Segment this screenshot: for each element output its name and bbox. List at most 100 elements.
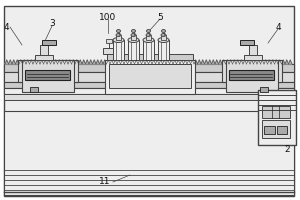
Polygon shape [54, 60, 58, 64]
Polygon shape [208, 60, 211, 64]
Bar [4, 111, 294, 196]
Polygon shape [180, 60, 184, 64]
Polygon shape [257, 60, 260, 64]
Polygon shape [264, 60, 268, 64]
Polygon shape [8, 60, 12, 64]
Polygon shape [278, 60, 281, 64]
Ellipse shape [128, 38, 139, 43]
Polygon shape [113, 60, 117, 64]
Polygon shape [176, 60, 180, 64]
Polygon shape [148, 60, 152, 64]
Text: 4: 4 [275, 22, 281, 31]
Bar [258, 90, 296, 145]
Bar [4, 64, 294, 72]
Ellipse shape [161, 33, 166, 36]
Polygon shape [85, 60, 89, 64]
Bar [277, 126, 287, 134]
Polygon shape [218, 60, 222, 64]
Bar [262, 120, 290, 138]
Polygon shape [169, 60, 173, 64]
Polygon shape [289, 60, 292, 64]
Polygon shape [26, 60, 29, 64]
Polygon shape [155, 60, 159, 64]
Ellipse shape [143, 38, 154, 43]
Bar [4, 82, 294, 88]
Polygon shape [131, 60, 134, 64]
Polygon shape [260, 60, 264, 64]
Bar [262, 106, 290, 118]
Bar [105, 60, 195, 94]
Polygon shape [44, 60, 47, 64]
Bar [161, 35, 166, 40]
Bar [116, 35, 121, 40]
Bar [131, 35, 136, 40]
Bar [109, 64, 191, 88]
Polygon shape [89, 60, 92, 64]
Ellipse shape [116, 33, 121, 36]
Bar [128, 40, 139, 60]
Polygon shape [71, 60, 75, 64]
Polygon shape [61, 60, 64, 64]
Bar [25, 70, 70, 80]
Polygon shape [40, 60, 44, 64]
Polygon shape [205, 60, 208, 64]
Polygon shape [19, 60, 22, 64]
Polygon shape [159, 60, 163, 64]
Polygon shape [92, 60, 96, 64]
Bar [113, 40, 124, 60]
Polygon shape [29, 60, 33, 64]
Bar [106, 39, 112, 43]
Polygon shape [173, 60, 176, 64]
Polygon shape [5, 60, 8, 64]
Polygon shape [254, 60, 257, 64]
Bar [4, 94, 294, 100]
Polygon shape [79, 60, 82, 64]
Polygon shape [268, 60, 271, 64]
Polygon shape [226, 60, 229, 64]
Polygon shape [64, 60, 68, 64]
Polygon shape [100, 60, 103, 64]
Bar [222, 60, 282, 82]
Ellipse shape [113, 38, 124, 43]
Bar [143, 40, 154, 60]
Ellipse shape [158, 38, 169, 43]
Polygon shape [16, 60, 19, 64]
Ellipse shape [146, 33, 151, 36]
Polygon shape [152, 60, 155, 64]
Bar [30, 87, 38, 92]
Polygon shape [117, 60, 121, 64]
Polygon shape [106, 60, 110, 64]
Text: 5: 5 [157, 12, 163, 21]
Polygon shape [190, 60, 194, 64]
Polygon shape [96, 60, 100, 64]
Polygon shape [75, 60, 79, 64]
Polygon shape [187, 60, 190, 64]
Polygon shape [239, 60, 243, 64]
Ellipse shape [116, 29, 121, 32]
Polygon shape [281, 60, 285, 64]
Bar [4, 88, 294, 94]
Bar [229, 70, 274, 80]
Text: 11: 11 [99, 178, 111, 186]
Polygon shape [232, 60, 236, 64]
Polygon shape [22, 60, 26, 64]
Polygon shape [222, 60, 226, 64]
Polygon shape [124, 60, 128, 64]
Polygon shape [247, 60, 250, 64]
Polygon shape [33, 60, 37, 64]
Bar [244, 55, 262, 60]
Ellipse shape [131, 33, 136, 36]
Polygon shape [243, 60, 247, 64]
Polygon shape [197, 60, 201, 64]
Bar [264, 126, 275, 134]
Bar [4, 72, 294, 82]
Polygon shape [194, 60, 197, 64]
Polygon shape [37, 60, 40, 64]
Polygon shape [201, 60, 205, 64]
Polygon shape [128, 60, 131, 64]
Polygon shape [285, 60, 289, 64]
Bar [42, 40, 56, 45]
Ellipse shape [146, 29, 151, 32]
Polygon shape [142, 60, 145, 64]
Bar [158, 40, 169, 60]
